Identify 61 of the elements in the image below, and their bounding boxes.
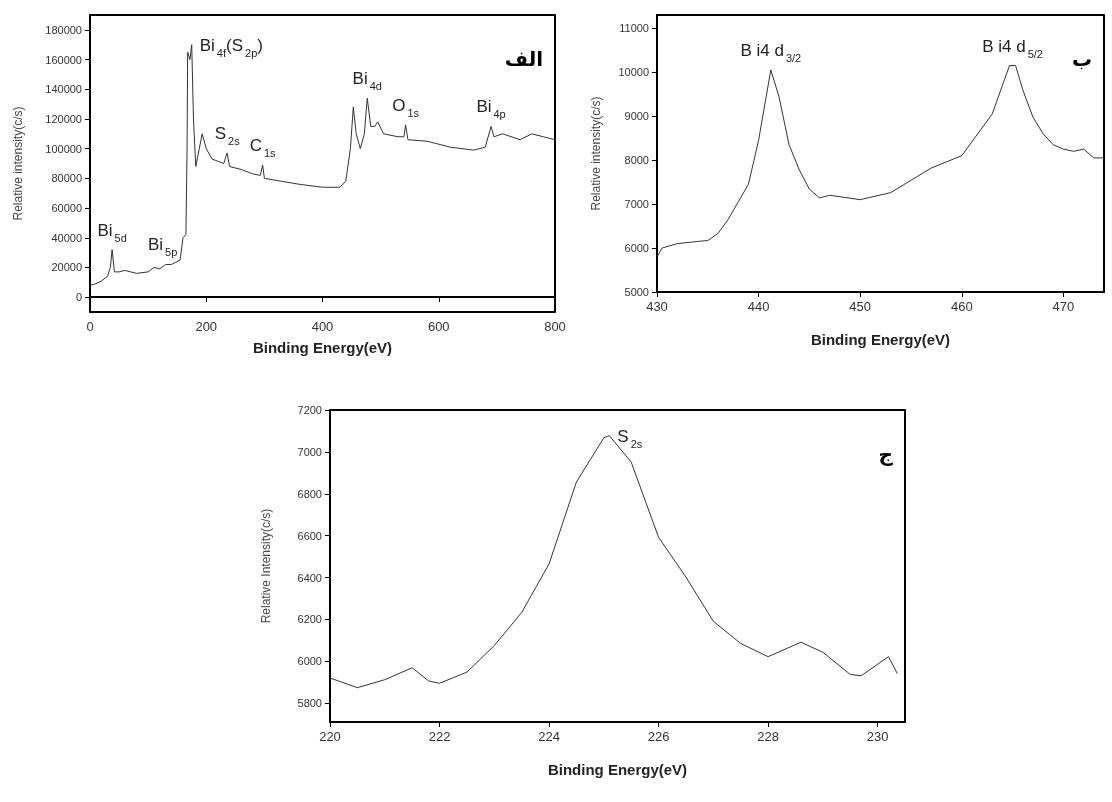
- y-axis-title: Relative intensity(c/s): [589, 96, 603, 211]
- text: الف: [504, 47, 543, 71]
- y-tick-label: 40000: [51, 231, 82, 244]
- x-tick-label: 0: [86, 319, 94, 334]
- y-tick-label: 0: [75, 291, 82, 304]
- y-tick-label: 5000: [624, 286, 649, 298]
- x-tick-label: 470: [1052, 299, 1075, 314]
- y-tick-label: 5800: [297, 697, 322, 710]
- x-tick-label: 224: [538, 729, 560, 744]
- x-tick-label: 220: [319, 729, 341, 744]
- x-tick-label: 222: [428, 729, 451, 744]
- annotation: B i4 d$_{3/2}$: [740, 40, 802, 64]
- annotation: C$_{1s}$: [249, 135, 277, 159]
- y-tick-label: 7200: [297, 404, 322, 416]
- annotation: Bi$_{4p}$: [476, 97, 506, 121]
- y-tick-label: 6600: [297, 529, 322, 542]
- annotation: Bi$_{4f}$(S$_{2p}$): [199, 35, 263, 59]
- annotation: S$_{2s}$: [214, 124, 241, 148]
- y-tick-label: 60000: [51, 202, 82, 215]
- y-tick-label: 140000: [45, 83, 82, 96]
- x-tick-label: 226: [647, 729, 670, 744]
- annotation: O$_{1s}$: [392, 95, 420, 119]
- x-tick-label: 400: [311, 319, 334, 334]
- annotation: B i4 d$_{5/2}$: [982, 36, 1043, 60]
- y-tick-label: 20000: [51, 261, 82, 274]
- x-tick-label: 450: [849, 299, 872, 314]
- x-tick-label: 230: [866, 729, 889, 744]
- y-tick-label: 11000: [619, 22, 649, 35]
- annotation: Bi$_{4d}$: [352, 69, 382, 93]
- y-tick-label: 180000: [45, 23, 82, 36]
- x-axis-title: Binding Energy(eV): [547, 761, 688, 778]
- y-axis-title: Relative Intensity(c/s): [259, 508, 273, 624]
- x-tick-label: 800: [544, 319, 566, 334]
- annotation: Bi$_{5p}$: [147, 235, 178, 259]
- x-axis-title: Binding Energy(eV): [252, 339, 393, 356]
- y-tick-label: 80000: [51, 172, 82, 185]
- y-tick-label: 100000: [45, 142, 82, 155]
- text: ب: [1071, 47, 1093, 71]
- annotation: S$_{2s}$: [617, 426, 643, 450]
- y-tick-label: 8000: [624, 154, 649, 167]
- y-tick-label: 9000: [624, 110, 649, 123]
- y-tick-label: 6200: [297, 613, 322, 626]
- y-tick-label: 7000: [624, 198, 649, 211]
- y-tick-label: 6000: [297, 655, 322, 668]
- x-tick-label: 460: [950, 299, 973, 314]
- y-tick-label: 10000: [618, 66, 649, 79]
- x-tick-label: 430: [646, 299, 668, 314]
- y-tick-label: 160000: [45, 53, 82, 66]
- y-tick-label: 120000: [45, 112, 82, 125]
- y-tick-label: 6400: [297, 571, 322, 584]
- y-axis-title: Relative intensity(c/s): [11, 106, 25, 221]
- y-tick-label: 6000: [624, 242, 649, 255]
- x-tick-label: 440: [747, 299, 770, 314]
- y-tick-label: 7000: [297, 445, 322, 458]
- annotation: Bi$_{5d}$: [97, 220, 127, 244]
- y-tick-label: 6800: [297, 487, 322, 500]
- x-tick-label: 200: [195, 319, 218, 334]
- text: ج: [878, 442, 894, 466]
- x-tick-label: 228: [757, 729, 779, 744]
- x-tick-label: 600: [427, 319, 450, 334]
- x-axis-title: Binding Energy(eV): [810, 331, 951, 348]
